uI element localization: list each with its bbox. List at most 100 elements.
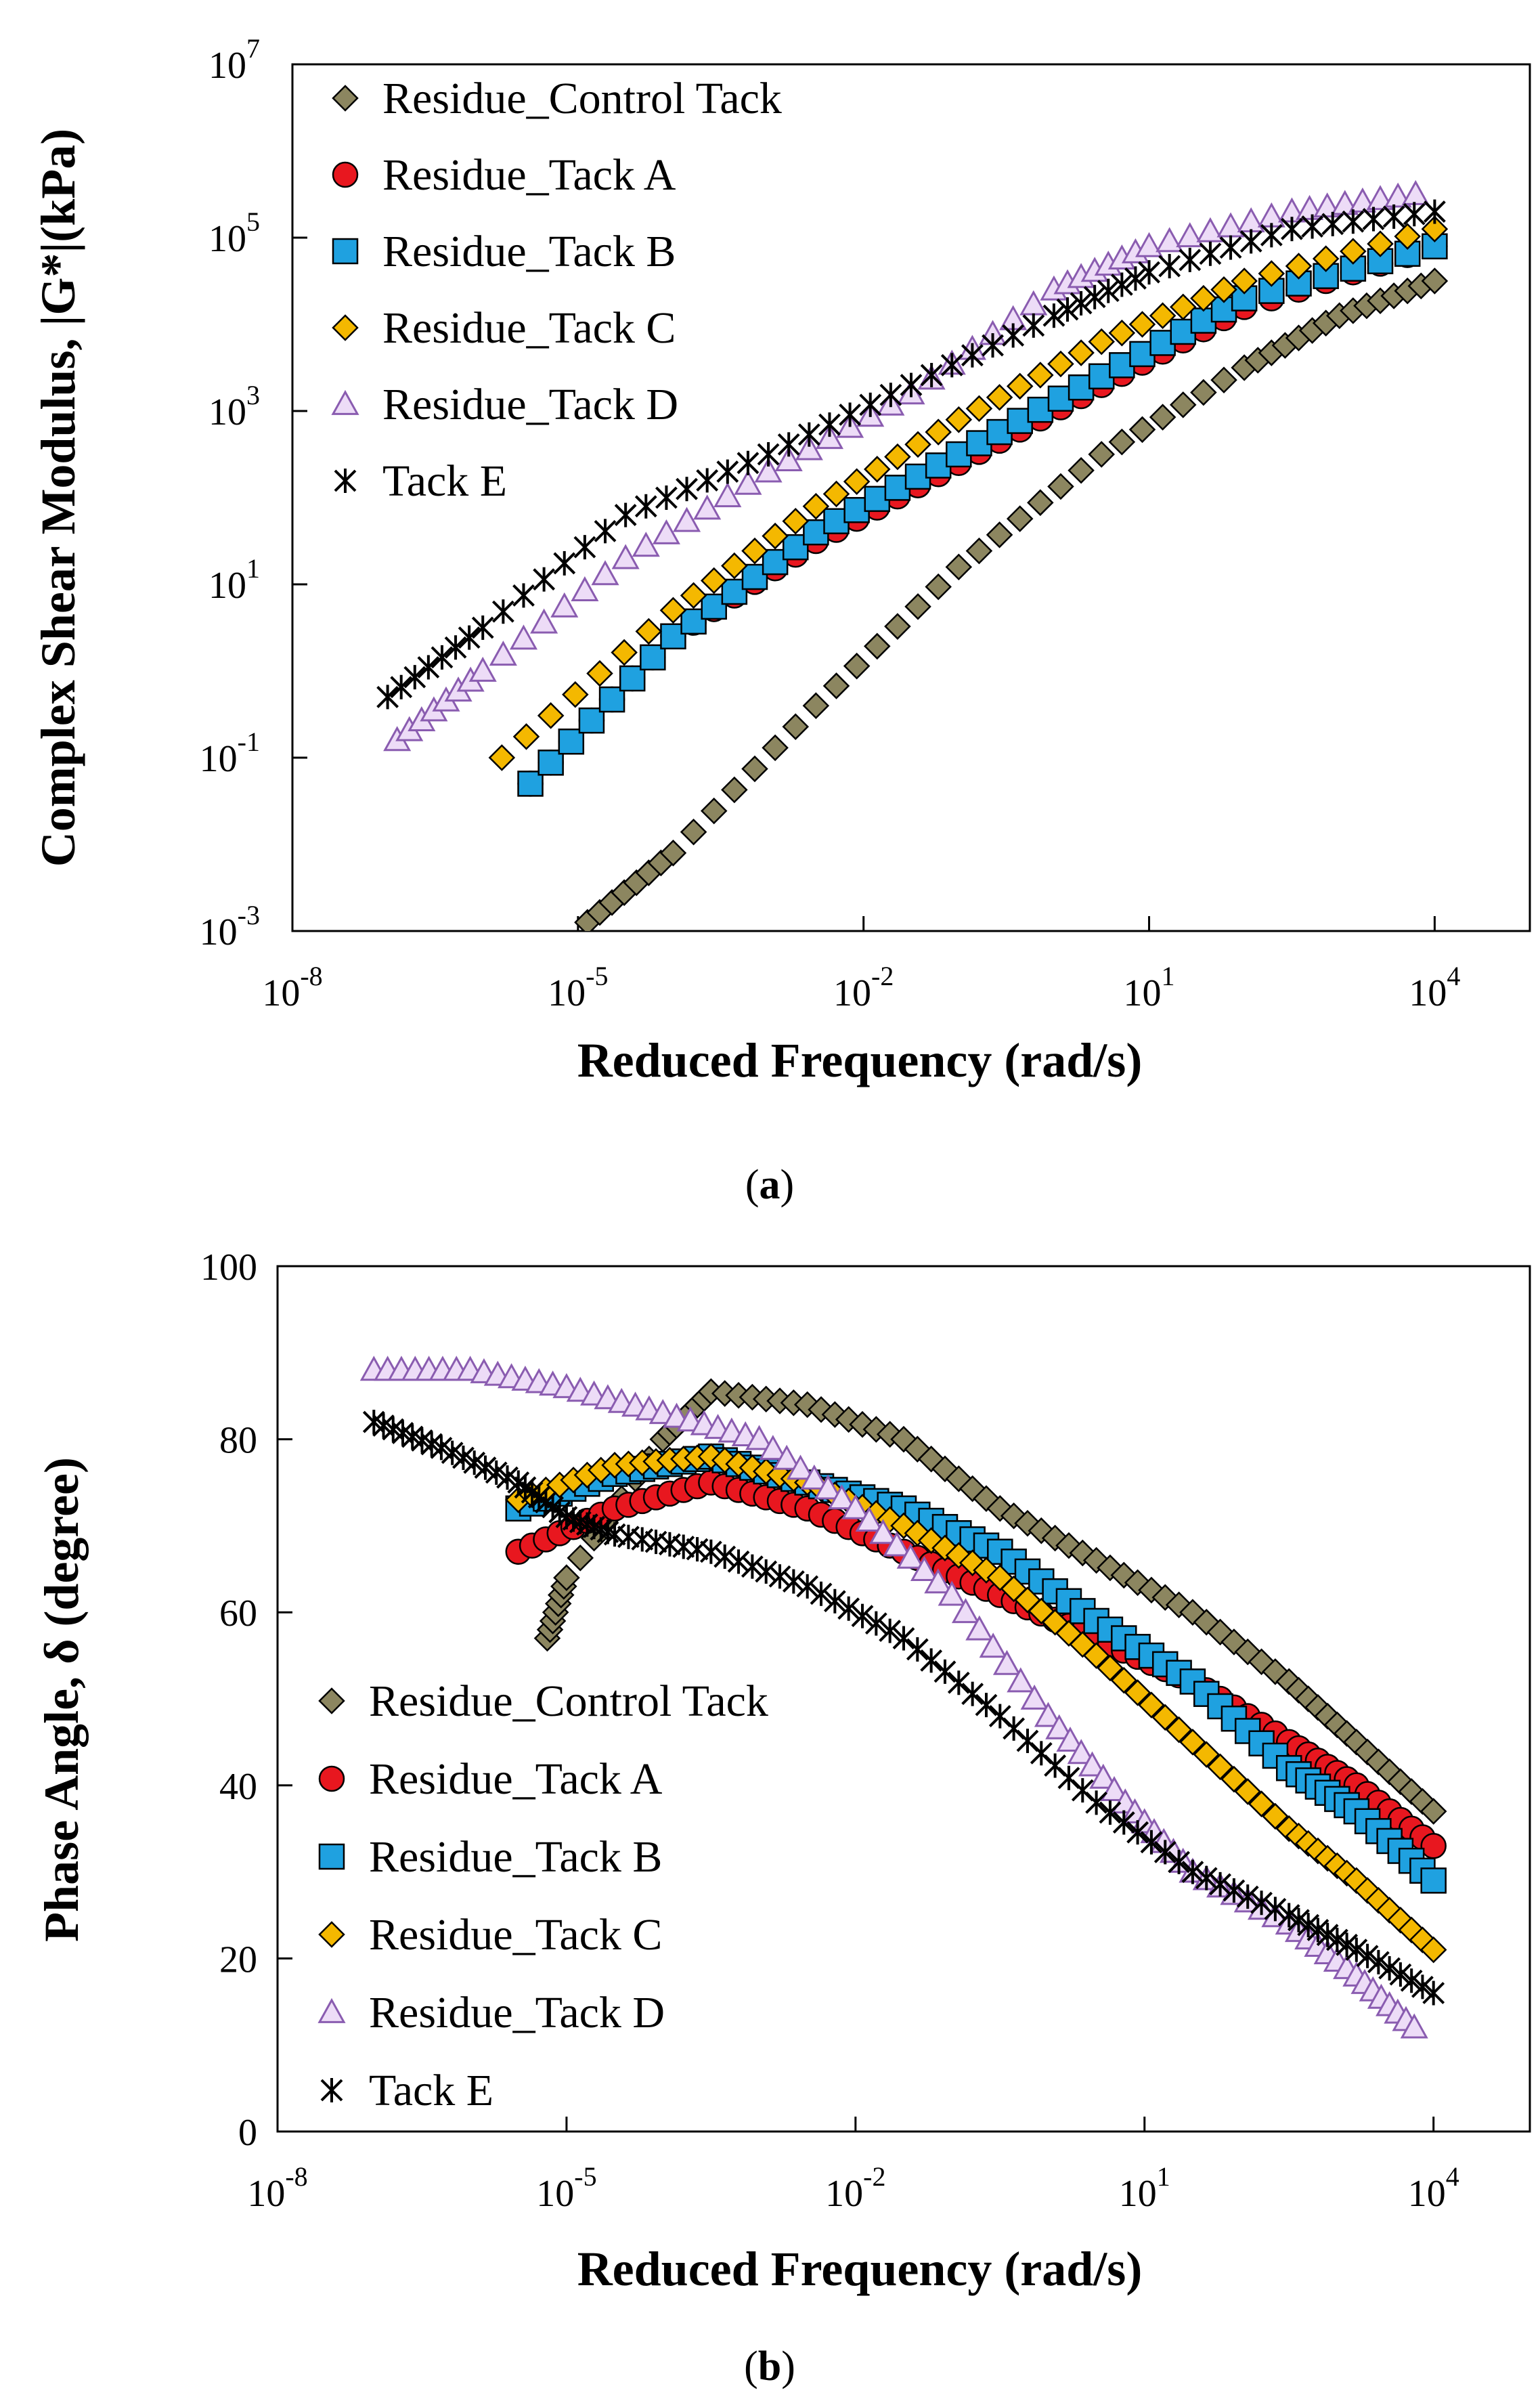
data-point xyxy=(802,692,830,719)
data-point xyxy=(512,583,535,608)
data-point xyxy=(1124,266,1147,291)
data-point xyxy=(1156,227,1184,253)
data-point xyxy=(879,383,902,408)
data-point xyxy=(755,1559,778,1584)
x-tick-base: 10 xyxy=(1408,2173,1446,2215)
data-point xyxy=(1210,366,1237,394)
data-point xyxy=(945,553,973,581)
data-point xyxy=(1362,207,1385,232)
legend: Residue_Control Tack Residue_Tack A Residu… xyxy=(331,74,782,506)
series-tack-e xyxy=(362,1410,1445,2006)
caption-open: ( xyxy=(744,2343,758,2389)
data-point xyxy=(458,625,481,650)
data-point xyxy=(594,519,617,544)
data-point xyxy=(1420,1833,1447,1859)
x-tick-base: 10 xyxy=(548,972,586,1014)
legend-item: Residue_Tack C xyxy=(332,303,676,353)
data-point xyxy=(1250,1890,1273,1916)
legend-label: Tack E xyxy=(382,456,507,506)
data-point xyxy=(1422,1981,1445,2006)
legend-item: Residue_Tack B xyxy=(318,1832,662,1882)
legend-label: Residue_Tack D xyxy=(382,380,678,429)
data-point xyxy=(1258,260,1285,287)
data-point xyxy=(762,734,789,762)
data-point xyxy=(1421,267,1449,295)
data-point xyxy=(468,656,497,682)
x-tick-base: 10 xyxy=(1124,972,1162,1014)
data-point xyxy=(1321,211,1344,236)
legend-marker xyxy=(318,1921,345,1948)
data-point xyxy=(1400,2013,1428,2039)
data-point xyxy=(1135,232,1164,257)
data-point xyxy=(1138,260,1160,285)
data-point xyxy=(772,1444,801,1470)
x-tick-base: 10 xyxy=(1409,972,1447,1014)
data-point xyxy=(1400,1968,1423,1993)
data-point xyxy=(686,1537,709,1562)
data-point xyxy=(1403,202,1426,227)
y-axis-title: Phase Angle, δ (degree) xyxy=(35,1457,89,1942)
data-point xyxy=(1195,1865,1218,1890)
legend-marker xyxy=(334,469,357,493)
x-axis-title: Reduced Frequency (rad/s) xyxy=(577,2242,1143,2296)
data-point xyxy=(1420,1867,1447,1894)
data-point xyxy=(818,412,841,437)
data-point xyxy=(496,1465,519,1490)
data-point xyxy=(904,593,931,620)
data-point xyxy=(1108,320,1136,347)
data-point xyxy=(586,659,613,687)
data-point xyxy=(1345,1937,1368,1962)
data-point xyxy=(1097,1654,1124,1682)
legend-marker xyxy=(332,238,359,265)
data-point xyxy=(1231,267,1258,295)
legend-marker xyxy=(332,161,359,188)
data-point xyxy=(721,552,748,580)
legend-label: Residue_Tack C xyxy=(382,303,676,353)
x-tick-exp: 4 xyxy=(1446,2161,1459,2192)
data-point xyxy=(945,406,973,433)
data-point xyxy=(734,469,762,495)
data-point xyxy=(1196,217,1225,242)
data-point xyxy=(1006,372,1034,400)
data-point xyxy=(1394,223,1421,250)
data-point xyxy=(1128,416,1156,444)
data-point xyxy=(1301,214,1324,239)
x-tick-exp: 4 xyxy=(1447,961,1460,991)
data-point xyxy=(573,535,596,560)
legend: Residue_Control Tack Residue_Tack A Residu… xyxy=(317,1677,768,2115)
y-tick-exp: -3 xyxy=(238,900,260,930)
legend-marker xyxy=(318,1765,345,1792)
data-point xyxy=(851,1603,874,1628)
data-point xyxy=(598,686,625,713)
data-point xyxy=(837,1596,860,1621)
data-point xyxy=(741,1554,764,1579)
data-point xyxy=(1420,1798,1447,1825)
panel-caption: (b) xyxy=(744,2343,795,2389)
data-layer xyxy=(359,1356,1447,2039)
data-point xyxy=(644,1530,667,1555)
legend-marker xyxy=(332,314,359,341)
plot-frame xyxy=(276,1265,1531,2133)
data-point xyxy=(910,1556,939,1582)
legend-label: Tack E xyxy=(369,2066,493,2115)
y-tick-label: 40 xyxy=(219,1766,257,1808)
data-point xyxy=(925,573,952,601)
data-point xyxy=(1085,1790,1108,1815)
y-tick-exp: 5 xyxy=(246,207,260,237)
data-point xyxy=(659,840,687,867)
x-tick-exp: -5 xyxy=(574,2161,596,2192)
data-point xyxy=(611,639,638,666)
x-tick-exp: -8 xyxy=(300,961,322,991)
data-point xyxy=(736,450,760,475)
data-point xyxy=(795,435,823,460)
data-point xyxy=(1340,238,1367,265)
x-tick-base: 10 xyxy=(536,2173,574,2215)
x-tick-label: 10-2 xyxy=(833,961,894,1014)
caption-open: ( xyxy=(745,1162,760,1208)
series-residue-tack-b xyxy=(517,233,1448,797)
data-point xyxy=(815,424,844,450)
data-point xyxy=(611,544,640,569)
x-tick-label: 10-5 xyxy=(548,961,608,1014)
data-point xyxy=(782,1569,805,1594)
data-point xyxy=(883,1531,911,1557)
